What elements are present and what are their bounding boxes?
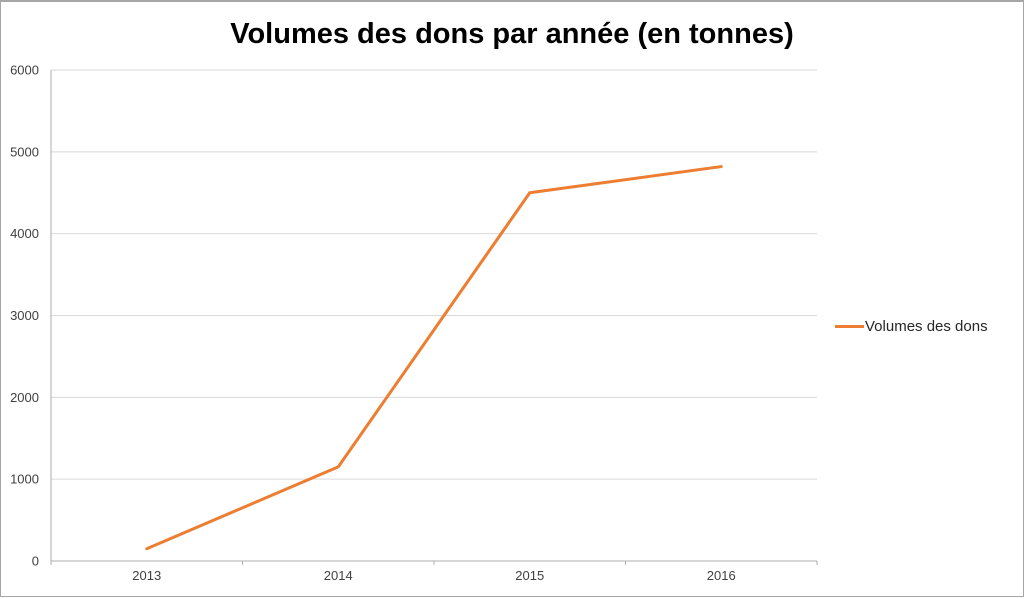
y-tick-label: 5000 [10,144,39,159]
y-tick-label: 3000 [10,308,39,323]
x-tick-label: 2016 [707,568,736,583]
legend: Volumes des dons [835,316,988,336]
legend-line-swatch [835,324,864,328]
x-tick-label: 2015 [515,568,544,583]
y-tick-label: 4000 [10,226,39,241]
y-tick-label: 0 [32,554,39,569]
legend-label: Volumes des dons [865,317,988,335]
y-tick-label: 2000 [10,390,39,405]
y-tick-label: 6000 [10,63,39,78]
x-tick-label: 2014 [324,568,353,583]
x-tick-label: 2013 [132,568,161,583]
series-line [145,165,723,551]
y-tick-label: 1000 [10,472,39,487]
chart-title: Volumes des dons par année (en tonnes) [230,18,794,50]
